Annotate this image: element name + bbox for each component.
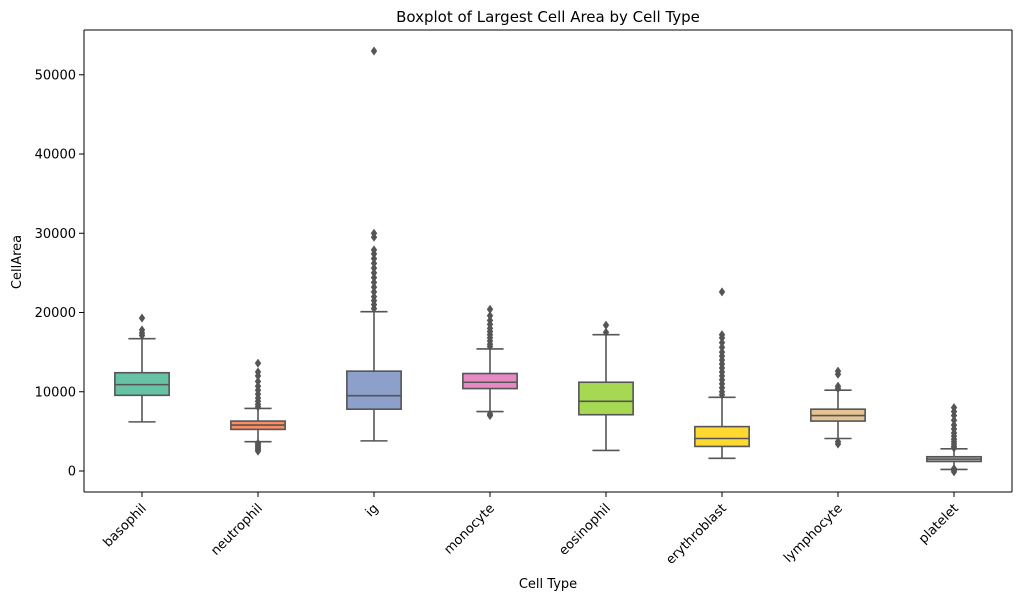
outlier-point [370, 292, 378, 302]
outlier-point [602, 320, 610, 330]
y-tick-label: 50000 [35, 68, 76, 83]
outlier-point [254, 438, 262, 448]
outlier-point [834, 437, 842, 447]
outlier-point [254, 376, 262, 387]
box-eosinophil [578, 381, 634, 416]
outlier-point [486, 409, 494, 419]
outlier-point [602, 327, 610, 337]
outlier-point [950, 420, 958, 430]
outlier-point [718, 347, 726, 357]
outlier-point [834, 366, 842, 376]
x-tick-label: basophil [101, 501, 150, 550]
box-erythroblast [694, 425, 750, 448]
x-tick-label: lymphocyte [781, 501, 846, 566]
outlier-point [718, 330, 726, 340]
outlier-point [254, 367, 262, 377]
outlier-point [718, 342, 726, 353]
y-tick-label: 40000 [35, 148, 76, 163]
box-monocyte [462, 372, 518, 390]
x-axis-label: Cell Type [519, 577, 577, 592]
outlier-point [718, 337, 726, 348]
x-tick-label: erythroblast [663, 501, 730, 568]
x-tick-label: eosinophil [556, 501, 613, 558]
outlier-point [138, 325, 146, 335]
x-tick-label: ig [363, 501, 382, 520]
y-tick-label: 10000 [35, 385, 76, 400]
y-axis-label: CellArea [10, 235, 25, 289]
y-tick-label: 20000 [35, 306, 76, 321]
outlier-point [370, 228, 378, 238]
outlier-point [254, 381, 262, 391]
outlier-point [370, 277, 378, 288]
chart-title: Boxplot of Largest Cell Area by Cell Typ… [396, 8, 700, 26]
outlier-point [950, 463, 958, 474]
outlier-point [370, 258, 378, 269]
outlier-point [950, 402, 958, 413]
outlier-point [834, 381, 842, 391]
outlier-point [370, 282, 378, 292]
outlier-point [718, 287, 726, 297]
x-tick-label: monocyte [441, 501, 497, 557]
outlier-point [370, 273, 378, 283]
outlier-point [486, 304, 494, 314]
outlier-point [370, 46, 378, 56]
outlier-point [370, 287, 378, 297]
outlier-point [370, 268, 378, 278]
x-tick-label: neutrophil [208, 501, 265, 558]
outlier-point [370, 263, 378, 273]
x-tick-label: platelet [916, 501, 962, 547]
outlier-point [950, 415, 958, 425]
outlier-point [486, 315, 494, 326]
y-tick-label: 30000 [35, 227, 76, 242]
y-tick-label: 0 [68, 465, 76, 480]
box-ig [346, 370, 402, 410]
plot-area: 0 10000 20000 30000 40000 50000 basophil neutro… [35, 29, 1013, 568]
outlier-point [370, 245, 378, 255]
outlier-point [486, 311, 494, 321]
outlier-point [254, 358, 262, 368]
outlier-point [370, 253, 378, 264]
outlier-point [138, 313, 146, 323]
